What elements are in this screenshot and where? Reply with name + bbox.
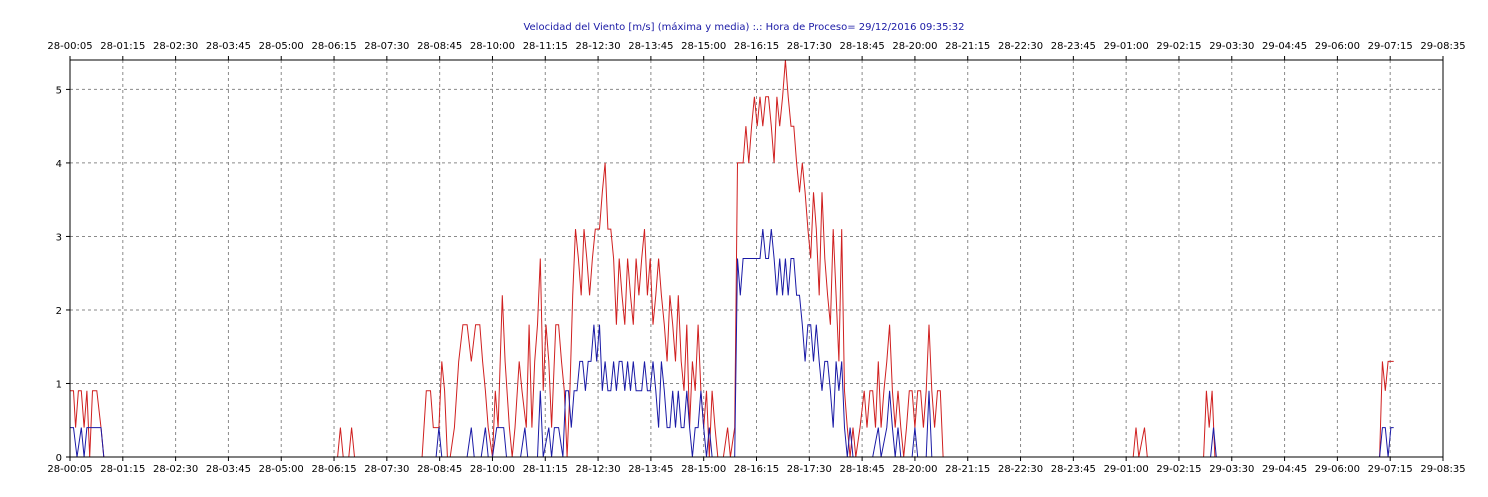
x-tick-label-bottom: 28-20:00 [892,464,937,475]
x-tick-label-bottom: 29-01:00 [1104,464,1149,475]
grid [70,60,1443,457]
x-tick-label-top: 28-23:45 [1051,41,1096,52]
y-tick-label: 4 [56,159,62,170]
x-tick-label-bottom: 28-05:00 [259,464,304,475]
series-line-max [70,59,1394,458]
x-tick-label-top: 28-12:30 [575,41,620,52]
y-tick-label: 5 [56,85,62,96]
x-tick-label-top: 29-06:00 [1315,41,1360,52]
x-tick-label-top: 28-10:00 [470,41,515,52]
x-tick-label-bottom: 28-22:30 [998,464,1043,475]
x-tick-label-bottom: 28-03:45 [206,464,251,475]
x-tick-label-bottom: 29-02:15 [1156,464,1201,475]
x-tick-label-bottom: 28-01:15 [100,464,145,475]
x-tick-label-bottom: 28-21:15 [945,464,990,475]
y-tick-label: 0 [56,453,62,464]
x-tick-label-bottom: 28-11:15 [523,464,568,475]
x-tick-label-bottom: 28-13:45 [628,464,673,475]
x-tick-label-bottom: 28-08:45 [417,464,462,475]
x-tick-label-top: 29-07:15 [1368,41,1413,52]
x-tick-label-bottom: 28-16:15 [734,464,779,475]
x-tick-label-bottom: 28-23:45 [1051,464,1096,475]
x-tick-label-top: 29-01:00 [1104,41,1149,52]
y-tick-label: 1 [56,379,62,390]
x-tick-label-top: 28-11:15 [523,41,568,52]
x-tick-label-bottom: 28-15:00 [681,464,726,475]
series-group [70,59,1394,458]
x-tick-label-top: 29-02:15 [1156,41,1201,52]
x-tick-label-bottom: 28-10:00 [470,464,515,475]
x-tick-label-bottom: 28-06:15 [311,464,356,475]
x-tick-label-top: 28-15:00 [681,41,726,52]
x-tick-label-top: 28-01:15 [100,41,145,52]
x-tick-label-bottom: 29-07:15 [1368,464,1413,475]
x-tick-label-top: 28-00:05 [47,41,92,52]
x-tick-label-top: 28-22:30 [998,41,1043,52]
x-tick-label-bottom: 28-00:05 [47,464,92,475]
x-tick-label-bottom: 28-02:30 [153,464,198,475]
x-tick-label-top: 28-21:15 [945,41,990,52]
x-tick-label-top: 28-07:30 [364,41,409,52]
x-tick-label-bottom: 28-17:30 [787,464,832,475]
x-tick-label-bottom: 29-08:35 [1420,464,1465,475]
x-tick-label-top: 29-03:30 [1209,41,1254,52]
x-tick-label-top: 28-13:45 [628,41,673,52]
x-tick-label-top: 28-02:30 [153,41,198,52]
x-tick-label-bottom: 29-06:00 [1315,464,1360,475]
x-tick-label-top: 28-18:45 [840,41,885,52]
x-axis-ticks-bottom: 28-00:05 28-01:15 28-02:30 28-03:45 28-05:00… [47,457,1466,475]
x-tick-label-top: 29-04:45 [1262,41,1307,52]
y-axis-ticks: 0 1 2 3 4 5 [56,85,70,464]
series-line-mean [70,229,1394,458]
x-tick-label-top: 28-17:30 [787,41,832,52]
x-tick-label-bottom: 28-07:30 [364,464,409,475]
x-tick-label-top: 28-20:00 [892,41,937,52]
chart-title: Velocidad del Viento [m/s] (máxima y med… [523,21,964,33]
x-axis-ticks-top: 28-00:05 28-01:15 28-02:30 28-03:45 28-05:00… [47,41,1466,60]
x-tick-label-top: 29-08:35 [1420,41,1465,52]
x-tick-label-bottom: 29-04:45 [1262,464,1307,475]
x-tick-label-top: 28-03:45 [206,41,251,52]
y-tick-label: 2 [56,306,62,317]
x-tick-label-top: 28-08:45 [417,41,462,52]
x-tick-label-top: 28-05:00 [259,41,304,52]
y-tick-label: 3 [56,232,62,243]
x-tick-label-bottom: 28-12:30 [575,464,620,475]
plot-frame [69,59,1444,458]
x-tick-label-bottom: 28-18:45 [840,464,885,475]
x-tick-label-bottom: 29-03:30 [1209,464,1254,475]
x-tick-label-top: 28-06:15 [311,41,356,52]
x-tick-label-top: 28-16:15 [734,41,779,52]
